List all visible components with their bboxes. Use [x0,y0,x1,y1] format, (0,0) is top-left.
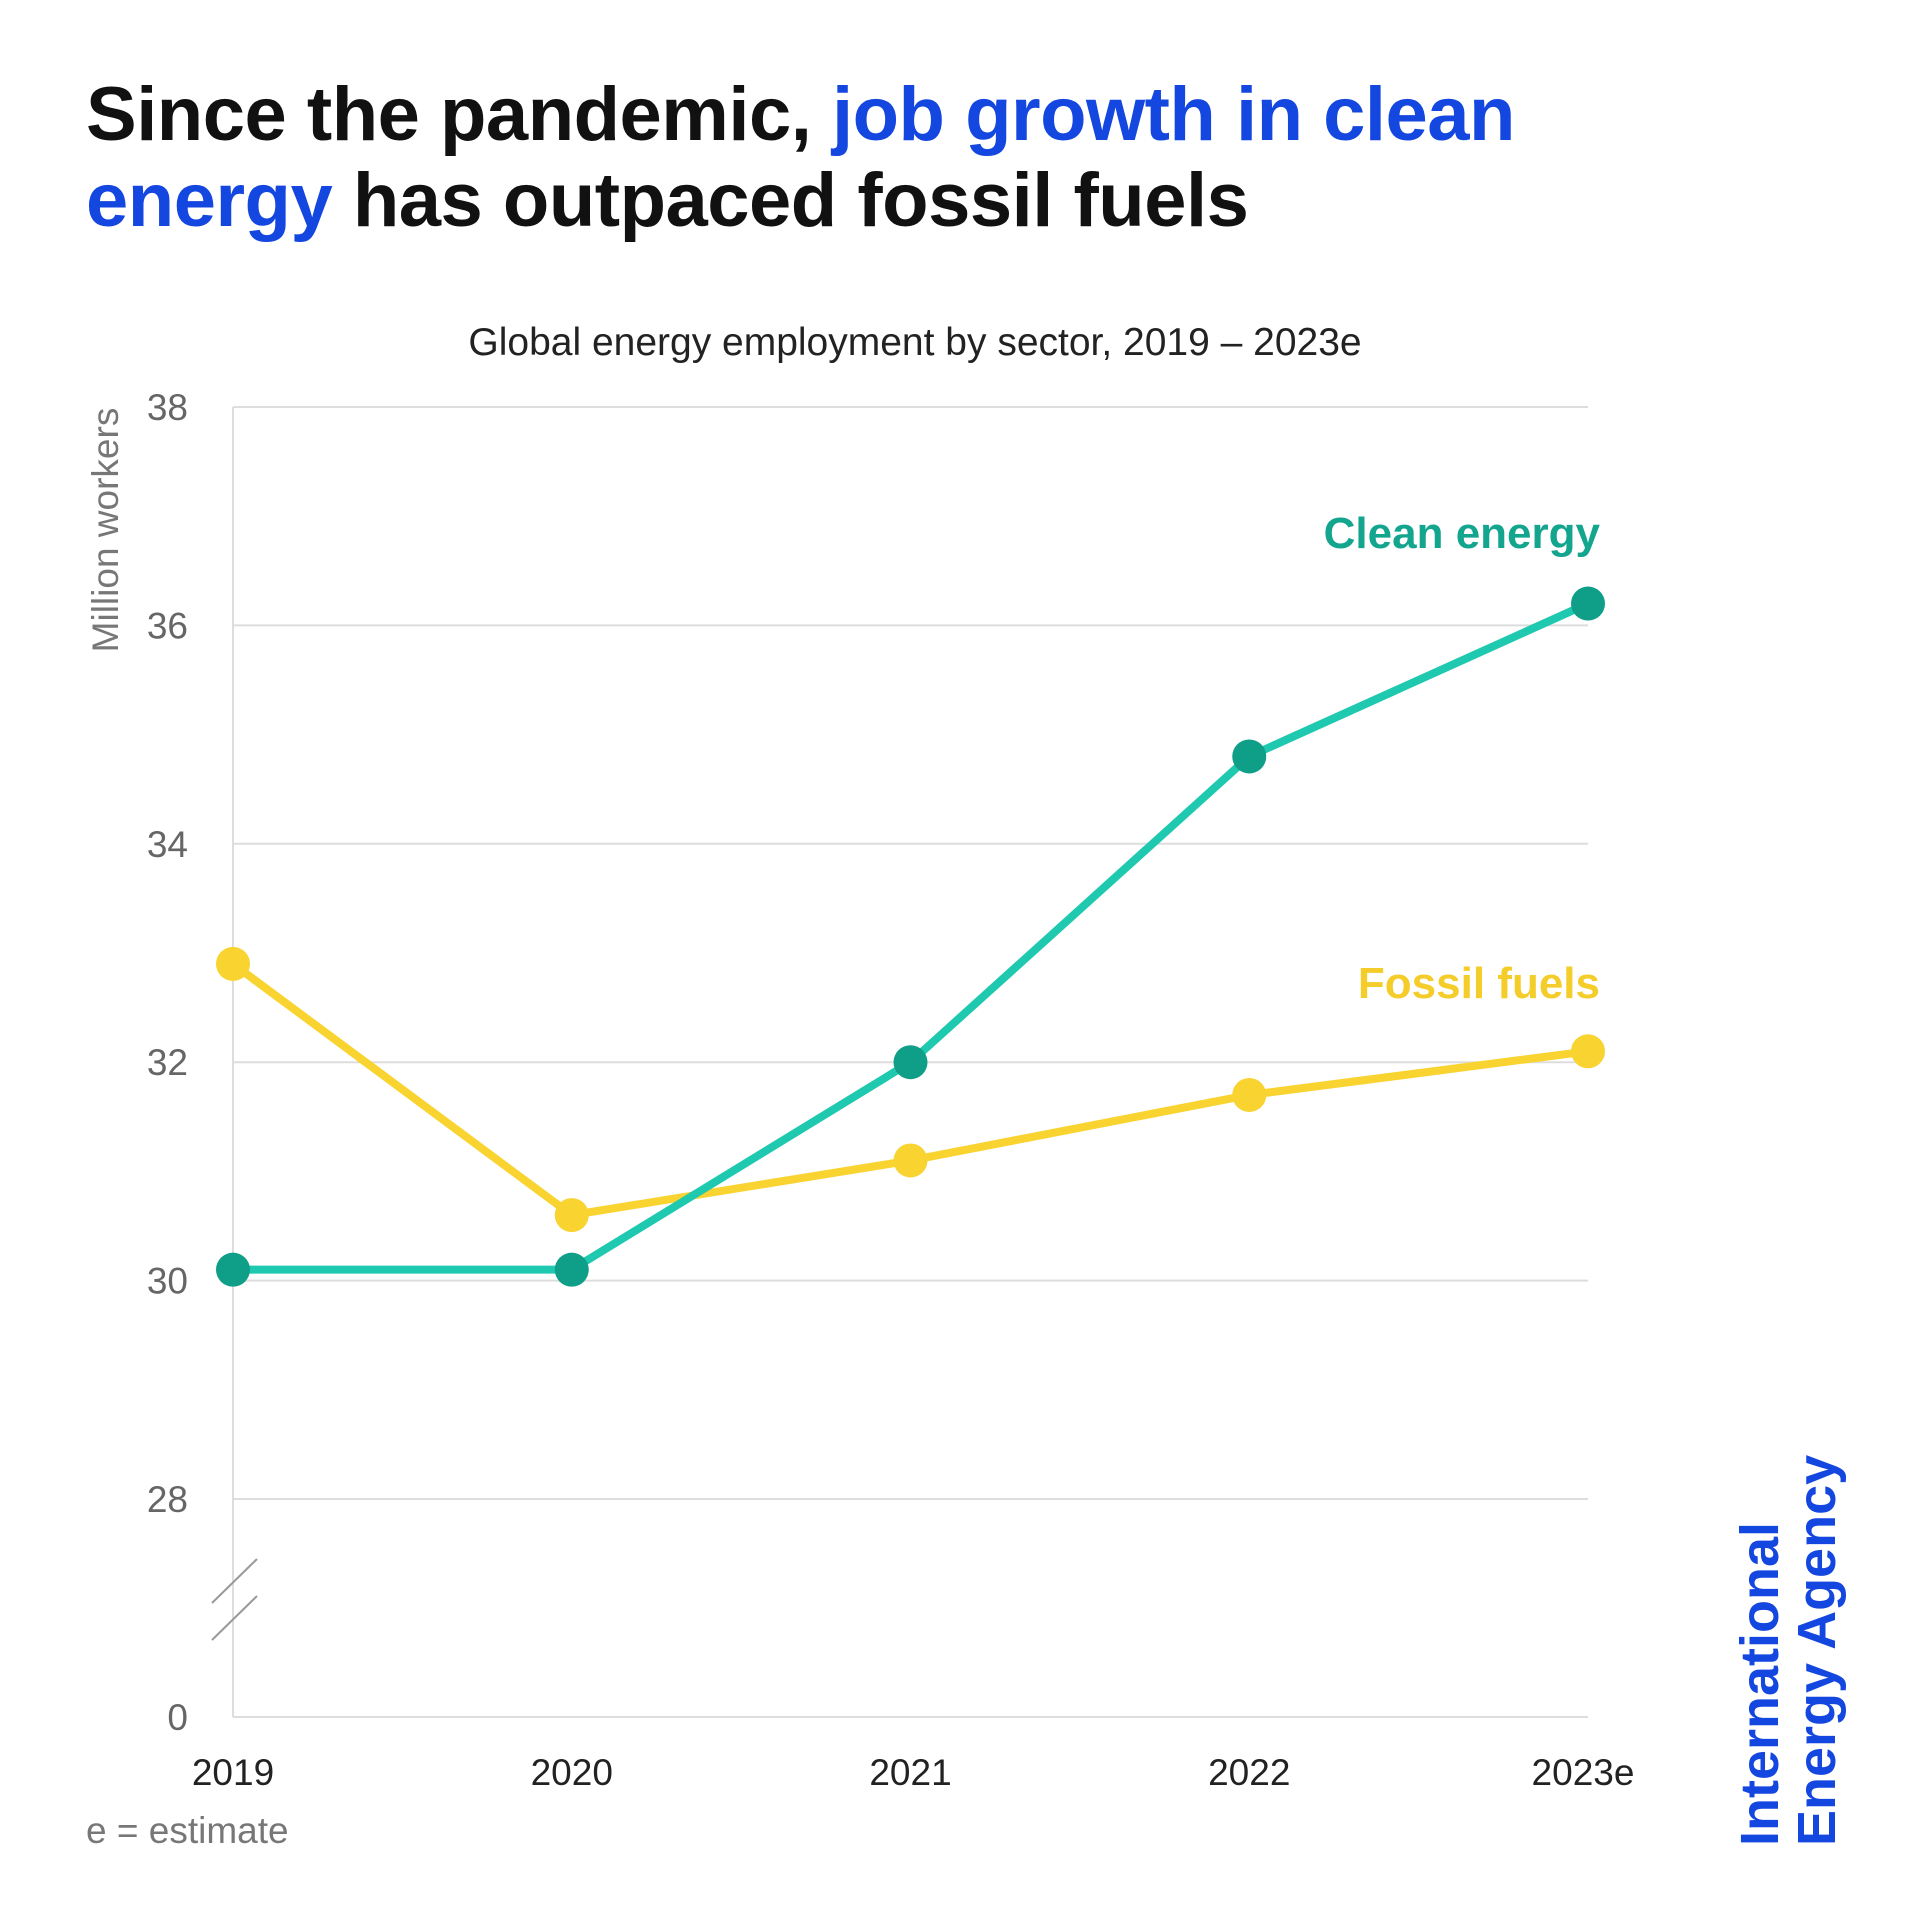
clean-energy-point [893,1045,928,1080]
x-tick-label: 2023e [1532,1752,1635,1793]
headline-part1: Since the pandemic, [86,72,832,157]
y-ticks: 38 36 34 32 30 28 0 [147,387,188,1738]
y-tick-label: 28 [147,1479,188,1520]
clean-energy-point [216,1252,250,1287]
headline-highlight: job growth in clean energy [86,72,1515,243]
y-tick-label: 34 [147,824,188,865]
axis-break-mark [211,1558,258,1604]
gridlines [233,406,1588,1718]
fossil-fuels-point [893,1143,928,1178]
axis-break-mark [211,1595,258,1641]
y-tick-label: 38 [147,387,188,428]
iea-logo: International Energy Agency [1730,1455,1847,1846]
headline-part2: has outpaced fossil fuels [332,158,1249,243]
logo-line2: Energy Agency [1787,1455,1847,1846]
clean-energy-point [1571,586,1605,621]
fossil-fuels-point [216,946,250,981]
fossil-fuels-point [1232,1077,1267,1112]
clean-energy-point [554,1252,589,1287]
y-axis-label: Million workers [85,408,126,653]
series [216,586,1605,1287]
x-tick-label: 2020 [531,1752,613,1793]
logo-line1: International [1730,1522,1790,1846]
chart-title: Global energy employment by sector, 2019… [468,321,1361,364]
y-tick-label: 36 [147,605,188,646]
x-tick-label: 2019 [192,1752,274,1793]
y-tick-label: 0 [167,1697,188,1738]
clean-energy-point [1232,739,1267,774]
headline: Since the pandemic, job growth in clean … [86,72,1686,244]
legend-clean-energy: Clean energy [1324,509,1601,558]
fossil-fuels-point [1571,1034,1605,1069]
fossil-fuels-point [554,1198,589,1233]
x-tick-label: 2022 [1208,1752,1290,1793]
y-tick-label: 30 [147,1261,188,1302]
x-tick-label: 2021 [869,1752,951,1793]
footnote: e = estimate [86,1810,289,1851]
x-ticks: 2019 2020 2021 2022 2023e [192,1752,1635,1793]
legend-fossil-fuels: Fossil fuels [1358,959,1600,1008]
y-tick-label: 32 [147,1042,188,1083]
